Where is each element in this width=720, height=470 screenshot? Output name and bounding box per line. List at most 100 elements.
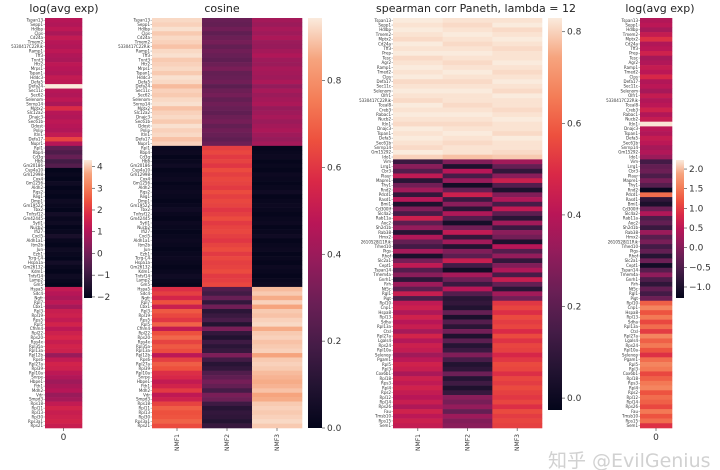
heatmap-cell [492, 404, 543, 410]
gene-label: Rpl18 [379, 376, 391, 381]
heatmap-cell [202, 317, 253, 323]
heatmap-cell [442, 154, 493, 160]
gene-label: Cnp1 [381, 305, 392, 310]
gene-label: Slc2a1 [378, 258, 392, 263]
heatmap-cell [152, 97, 203, 103]
heatmap-cell [202, 304, 253, 310]
heatmap-cell [45, 335, 83, 341]
gene-label: Sec62 [31, 93, 44, 98]
gene-label: Gm5 [33, 282, 43, 287]
heatmap-cell [640, 300, 673, 306]
gene-label: 2610528J11Rik [608, 239, 639, 244]
heatmap-cell [252, 220, 303, 226]
heatmap-cell [202, 48, 253, 54]
heatmap-cell [252, 53, 303, 58]
gene-label: Tmem2 [134, 40, 151, 45]
gene-label: Clps [34, 31, 43, 36]
gene-label: Cbx1 [33, 304, 44, 309]
gene-label: Rpl11 [138, 406, 150, 411]
gene-label: Rpl30 [138, 414, 150, 419]
colorbar-tick-label: 0.2 [567, 303, 581, 313]
heatmap-cell [152, 119, 203, 125]
gene-label: Sepp1 [378, 22, 391, 27]
gene-label: Htr2 [141, 62, 150, 67]
heatmap-cell [202, 110, 253, 116]
heatmap-panel-3: spearman corr Paneth, lambda = 12 Tspan13… [359, 2, 581, 451]
heatmap-cell [152, 31, 203, 36]
heatmap-cell [45, 150, 83, 155]
gene-label: Rpl13 [31, 410, 43, 415]
heatmap-cell [252, 410, 303, 416]
heatmap-cell [492, 27, 543, 33]
heatmap-cell [45, 375, 83, 380]
heatmap-cell [640, 333, 673, 339]
colorbar-tick-label: 0.0 [689, 244, 704, 254]
gene-label: Gm1256 [133, 181, 151, 186]
gene-label: Dnajc3 [624, 126, 638, 131]
gene-label: Tff3 [141, 53, 150, 58]
gene-label: Nucb2 [378, 117, 391, 122]
heatmap-cell [492, 333, 543, 339]
heatmap-cell [202, 185, 253, 191]
gene-label: Vdr [36, 392, 43, 397]
heatmap-cell [152, 128, 203, 133]
heatmap-cell [640, 131, 673, 137]
heatmap-cell [640, 173, 673, 179]
heatmap-cell [640, 296, 673, 302]
heatmap-cell [442, 376, 493, 382]
heatmap-cell [202, 97, 253, 103]
heatmap-cell [152, 132, 203, 138]
colorbar-tick-label: 0.8 [567, 28, 582, 38]
heatmap-cell [45, 388, 83, 394]
gene-label: Cd300lf [623, 206, 639, 211]
heatmap-cell [45, 353, 83, 358]
heatmap-cell [393, 329, 443, 335]
heatmap-cell [492, 126, 543, 132]
heatmap-cell [202, 150, 253, 155]
heatmap-cell [492, 291, 543, 297]
gene-label: Sec11c [377, 84, 392, 89]
gene-label: Lgals4 [625, 338, 638, 343]
heatmap-cell [45, 70, 83, 76]
heatmap-cell [442, 305, 493, 311]
gene-label: Rpl10 [626, 301, 638, 306]
heatmap-cell [202, 308, 253, 314]
gene-label: Sepp1 [137, 22, 150, 27]
gene-label: Cd3g [140, 154, 151, 159]
heatmap-cell [492, 281, 543, 287]
heatmap-cell [45, 238, 83, 244]
heatmap-cell [492, 50, 543, 57]
heatmap-cell [492, 187, 543, 193]
heatmap-cell [202, 106, 253, 111]
heatmap-cell [442, 409, 493, 415]
heatmap-cell [442, 310, 493, 316]
gene-label: Cd24a [30, 35, 43, 40]
gene-label: Defa5 [379, 136, 391, 141]
heatmap-cell [442, 300, 493, 306]
gene-label: Cyp4a10 [25, 167, 43, 172]
gene-label: Pigs [630, 249, 638, 254]
heatmap-cell [393, 98, 443, 104]
gene-label: Rps21 [31, 423, 44, 428]
heatmap-cell [45, 141, 83, 147]
heatmap-cell [252, 22, 303, 28]
heatmap-cell [152, 264, 203, 270]
heatmap-cell [492, 362, 543, 368]
heatmap-cell [492, 413, 543, 419]
gene-label: Gnrh1 [379, 277, 392, 282]
colorbar-tick-label: 0.4 [567, 211, 582, 221]
gene-label: Hbpe1 [30, 379, 44, 384]
gene-label: Rnd2 [628, 187, 639, 192]
heatmap-cell [152, 419, 203, 424]
heatmap-cell [252, 35, 303, 41]
heatmap-cell [45, 326, 83, 332]
heatmap-cell [45, 242, 83, 248]
gene-label: Rps20 [31, 335, 44, 340]
heatmap-cell [640, 36, 673, 42]
heatmap-cell [202, 119, 253, 125]
column-label: NMF3 [274, 434, 281, 451]
gene-label: Gm42445 [130, 216, 150, 221]
heatmap-cell [442, 197, 493, 203]
heatmap-cell [152, 256, 203, 261]
heatmap-cell [492, 93, 543, 99]
